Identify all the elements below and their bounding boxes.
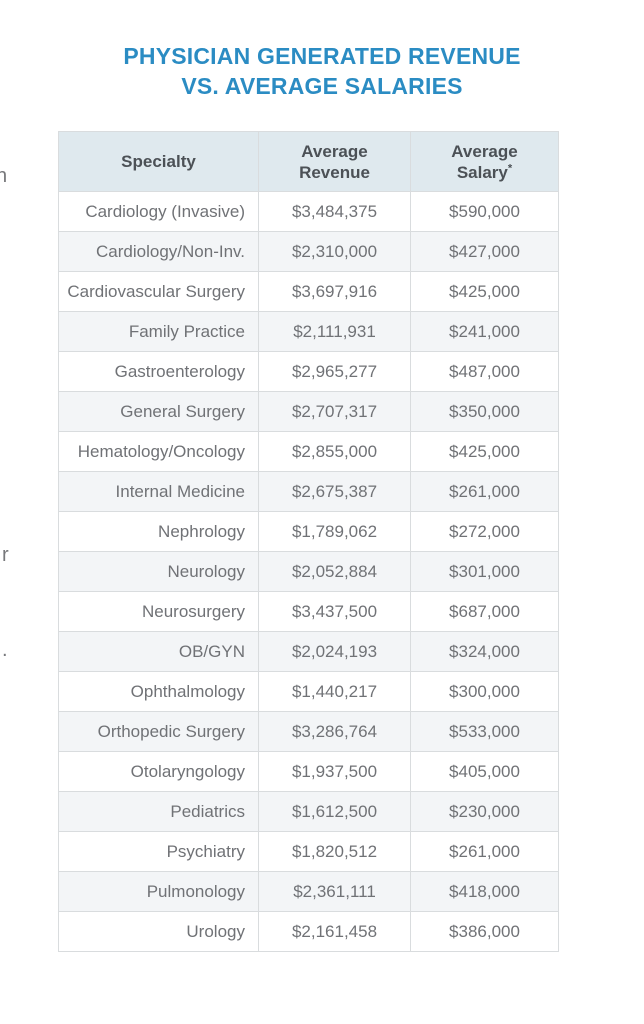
average-revenue-cell: $2,361,111 bbox=[258, 871, 411, 912]
table-row: Nephrology $1,789,062 $272,000 bbox=[58, 511, 559, 552]
average-salary-label-line2: Salary* bbox=[456, 161, 513, 182]
column-header-average-revenue: Average Revenue bbox=[258, 131, 411, 192]
average-salary-cell: $324,000 bbox=[410, 631, 559, 672]
table-row: Cardiology/Non-Inv. $2,310,000 $427,000 bbox=[58, 231, 559, 272]
average-salary-cell: $418,000 bbox=[410, 871, 559, 912]
table-row: Psychiatry $1,820,512 $261,000 bbox=[58, 831, 559, 872]
table-row: Internal Medicine $2,675,387 $261,000 bbox=[58, 471, 559, 512]
table-row: Pediatrics $1,612,500 $230,000 bbox=[58, 791, 559, 832]
average-revenue-label-line1: Average bbox=[301, 141, 368, 161]
table-row: Neurosurgery $3,437,500 $687,000 bbox=[58, 591, 559, 632]
table-row: General Surgery $2,707,317 $350,000 bbox=[58, 391, 559, 432]
specialty-cell: Neurology bbox=[58, 551, 259, 592]
specialty-cell: Otolaryngology bbox=[58, 751, 259, 792]
average-salary-label-line1: Average bbox=[451, 141, 518, 161]
table-header-row: Specialty Average Revenue Average Salary… bbox=[58, 131, 559, 192]
cut-text-fragment-3: . bbox=[2, 639, 8, 661]
table-row: Ophthalmology $1,440,217 $300,000 bbox=[58, 671, 559, 712]
specialty-cell: OB/GYN bbox=[58, 631, 259, 672]
average-revenue-cell: $1,820,512 bbox=[258, 831, 411, 872]
specialty-cell: Nephrology bbox=[58, 511, 259, 552]
average-salary-cell: $272,000 bbox=[410, 511, 559, 552]
average-salary-cell: $405,000 bbox=[410, 751, 559, 792]
average-salary-cell: $533,000 bbox=[410, 711, 559, 752]
average-salary-cell: $590,000 bbox=[410, 191, 559, 232]
table-row: Pulmonology $2,361,111 $418,000 bbox=[58, 871, 559, 912]
average-salary-cell: $230,000 bbox=[410, 791, 559, 832]
average-revenue-cell: $2,707,317 bbox=[258, 391, 411, 432]
average-salary-cell: $386,000 bbox=[410, 911, 559, 952]
average-revenue-cell: $3,286,764 bbox=[258, 711, 411, 752]
page-title-line1: PHYSICIAN GENERATED REVENUE bbox=[123, 43, 521, 69]
specialty-cell: Urology bbox=[58, 911, 259, 952]
table-row: Urology $2,161,458 $386,000 bbox=[58, 911, 559, 952]
average-salary-cell: $687,000 bbox=[410, 591, 559, 632]
specialty-cell: Internal Medicine bbox=[58, 471, 259, 512]
average-revenue-cell: $2,310,000 bbox=[258, 231, 411, 272]
average-revenue-cell: $2,024,193 bbox=[258, 631, 411, 672]
specialty-cell: Gastroenterology bbox=[58, 351, 259, 392]
cut-text-fragment-1: h bbox=[0, 165, 8, 187]
table-row: Hematology/Oncology $2,855,000 $425,000 bbox=[58, 431, 559, 472]
specialty-cell: Family Practice bbox=[58, 311, 259, 352]
average-revenue-cell: $2,111,931 bbox=[258, 311, 411, 352]
table-row: Family Practice $2,111,931 $241,000 bbox=[58, 311, 559, 352]
specialty-cell: Psychiatry bbox=[58, 831, 259, 872]
column-header-average-salary: Average Salary* bbox=[410, 131, 559, 192]
specialty-cell: Cardiology/Non-Inv. bbox=[58, 231, 259, 272]
average-revenue-cell: $1,612,500 bbox=[258, 791, 411, 832]
table-row: Gastroenterology $2,965,277 $487,000 bbox=[58, 351, 559, 392]
average-revenue-label-line2: Revenue bbox=[299, 162, 370, 182]
table-row: Otolaryngology $1,937,500 $405,000 bbox=[58, 751, 559, 792]
average-revenue-cell: $1,789,062 bbox=[258, 511, 411, 552]
average-revenue-cell: $1,440,217 bbox=[258, 671, 411, 712]
average-salary-cell: $301,000 bbox=[410, 551, 559, 592]
column-header-specialty: Specialty bbox=[58, 131, 259, 192]
average-revenue-cell: $3,484,375 bbox=[258, 191, 411, 232]
specialty-cell: Neurosurgery bbox=[58, 591, 259, 632]
table-row: Cardiovascular Surgery $3,697,916 $425,0… bbox=[58, 271, 559, 312]
table-row: Neurology $2,052,884 $301,000 bbox=[58, 551, 559, 592]
specialty-cell: Hematology/Oncology bbox=[58, 431, 259, 472]
average-revenue-cell: $1,937,500 bbox=[258, 751, 411, 792]
average-salary-cell: $300,000 bbox=[410, 671, 559, 712]
average-revenue-cell: $3,437,500 bbox=[258, 591, 411, 632]
average-salary-cell: $241,000 bbox=[410, 311, 559, 352]
average-salary-cell: $350,000 bbox=[410, 391, 559, 432]
specialty-cell: Cardiovascular Surgery bbox=[58, 271, 259, 312]
specialty-cell: General Surgery bbox=[58, 391, 259, 432]
average-revenue-cell: $2,965,277 bbox=[258, 351, 411, 392]
average-revenue-cell: $3,697,916 bbox=[258, 271, 411, 312]
page-title-line2: VS. AVERAGE SALARIES bbox=[181, 73, 463, 99]
average-revenue-cell: $2,855,000 bbox=[258, 431, 411, 472]
table-row: Cardiology (Invasive) $3,484,375 $590,00… bbox=[58, 191, 559, 232]
average-salary-cell: $427,000 bbox=[410, 231, 559, 272]
average-salary-cell: $261,000 bbox=[410, 831, 559, 872]
average-salary-cell: $425,000 bbox=[410, 271, 559, 312]
specialty-cell: Pediatrics bbox=[58, 791, 259, 832]
average-salary-cell: $261,000 bbox=[410, 471, 559, 512]
average-salary-cell: $425,000 bbox=[410, 431, 559, 472]
average-revenue-cell: $2,161,458 bbox=[258, 911, 411, 952]
average-salary-cell: $487,000 bbox=[410, 351, 559, 392]
table-row: Orthopedic Surgery $3,286,764 $533,000 bbox=[58, 711, 559, 752]
page-title: PHYSICIAN GENERATED REVENUE VS. AVERAGE … bbox=[0, 41, 644, 101]
table-body: Cardiology (Invasive) $3,484,375 $590,00… bbox=[58, 191, 559, 952]
specialty-cell: Cardiology (Invasive) bbox=[58, 191, 259, 232]
average-revenue-cell: $2,675,387 bbox=[258, 471, 411, 512]
specialty-cell: Ophthalmology bbox=[58, 671, 259, 712]
footnote-asterisk: * bbox=[507, 161, 513, 174]
specialty-cell: Pulmonology bbox=[58, 871, 259, 912]
average-revenue-cell: $2,052,884 bbox=[258, 551, 411, 592]
revenue-vs-salary-table: Specialty Average Revenue Average Salary… bbox=[58, 131, 559, 952]
table-row: OB/GYN $2,024,193 $324,000 bbox=[58, 631, 559, 672]
specialty-cell: Orthopedic Surgery bbox=[58, 711, 259, 752]
cut-text-fragment-2: r bbox=[2, 544, 9, 566]
